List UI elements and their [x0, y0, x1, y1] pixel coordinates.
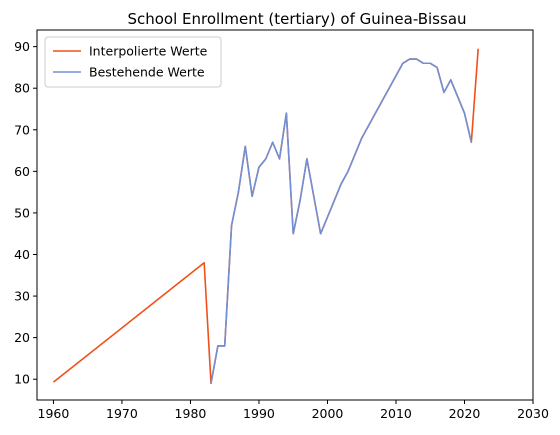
y-tick-label: 70 [14, 122, 30, 137]
x-tick-label: 1990 [243, 406, 275, 421]
x-axis: 1960 1970 1980 1990 2000 2010 2020 2030 [38, 400, 549, 421]
x-tick-label: 1970 [106, 406, 138, 421]
x-tick-label: 2020 [449, 406, 481, 421]
chart-title: School Enrollment (tertiary) of Guinea-B… [127, 10, 466, 28]
legend-label: Interpolierte Werte [89, 44, 208, 59]
y-tick-label: 90 [14, 39, 30, 54]
y-tick-label: 10 [14, 372, 30, 387]
y-tick-label: 50 [14, 205, 30, 220]
y-axis: 10 20 30 40 50 60 70 80 90 [14, 39, 37, 387]
y-tick-label: 80 [14, 81, 30, 96]
legend: Interpolierte Werte Bestehende Werte [45, 37, 221, 87]
legend-label: Bestehende Werte [89, 65, 205, 80]
y-tick-label: 30 [14, 289, 30, 304]
x-tick-label: 2030 [517, 406, 549, 421]
x-tick-label: 1960 [38, 406, 70, 421]
y-tick-label: 60 [14, 164, 30, 179]
y-tick-label: 20 [14, 330, 30, 345]
x-tick-label: 1980 [175, 406, 207, 421]
x-tick-label: 2000 [312, 406, 344, 421]
x-tick-label: 2010 [380, 406, 412, 421]
y-tick-label: 40 [14, 247, 30, 262]
